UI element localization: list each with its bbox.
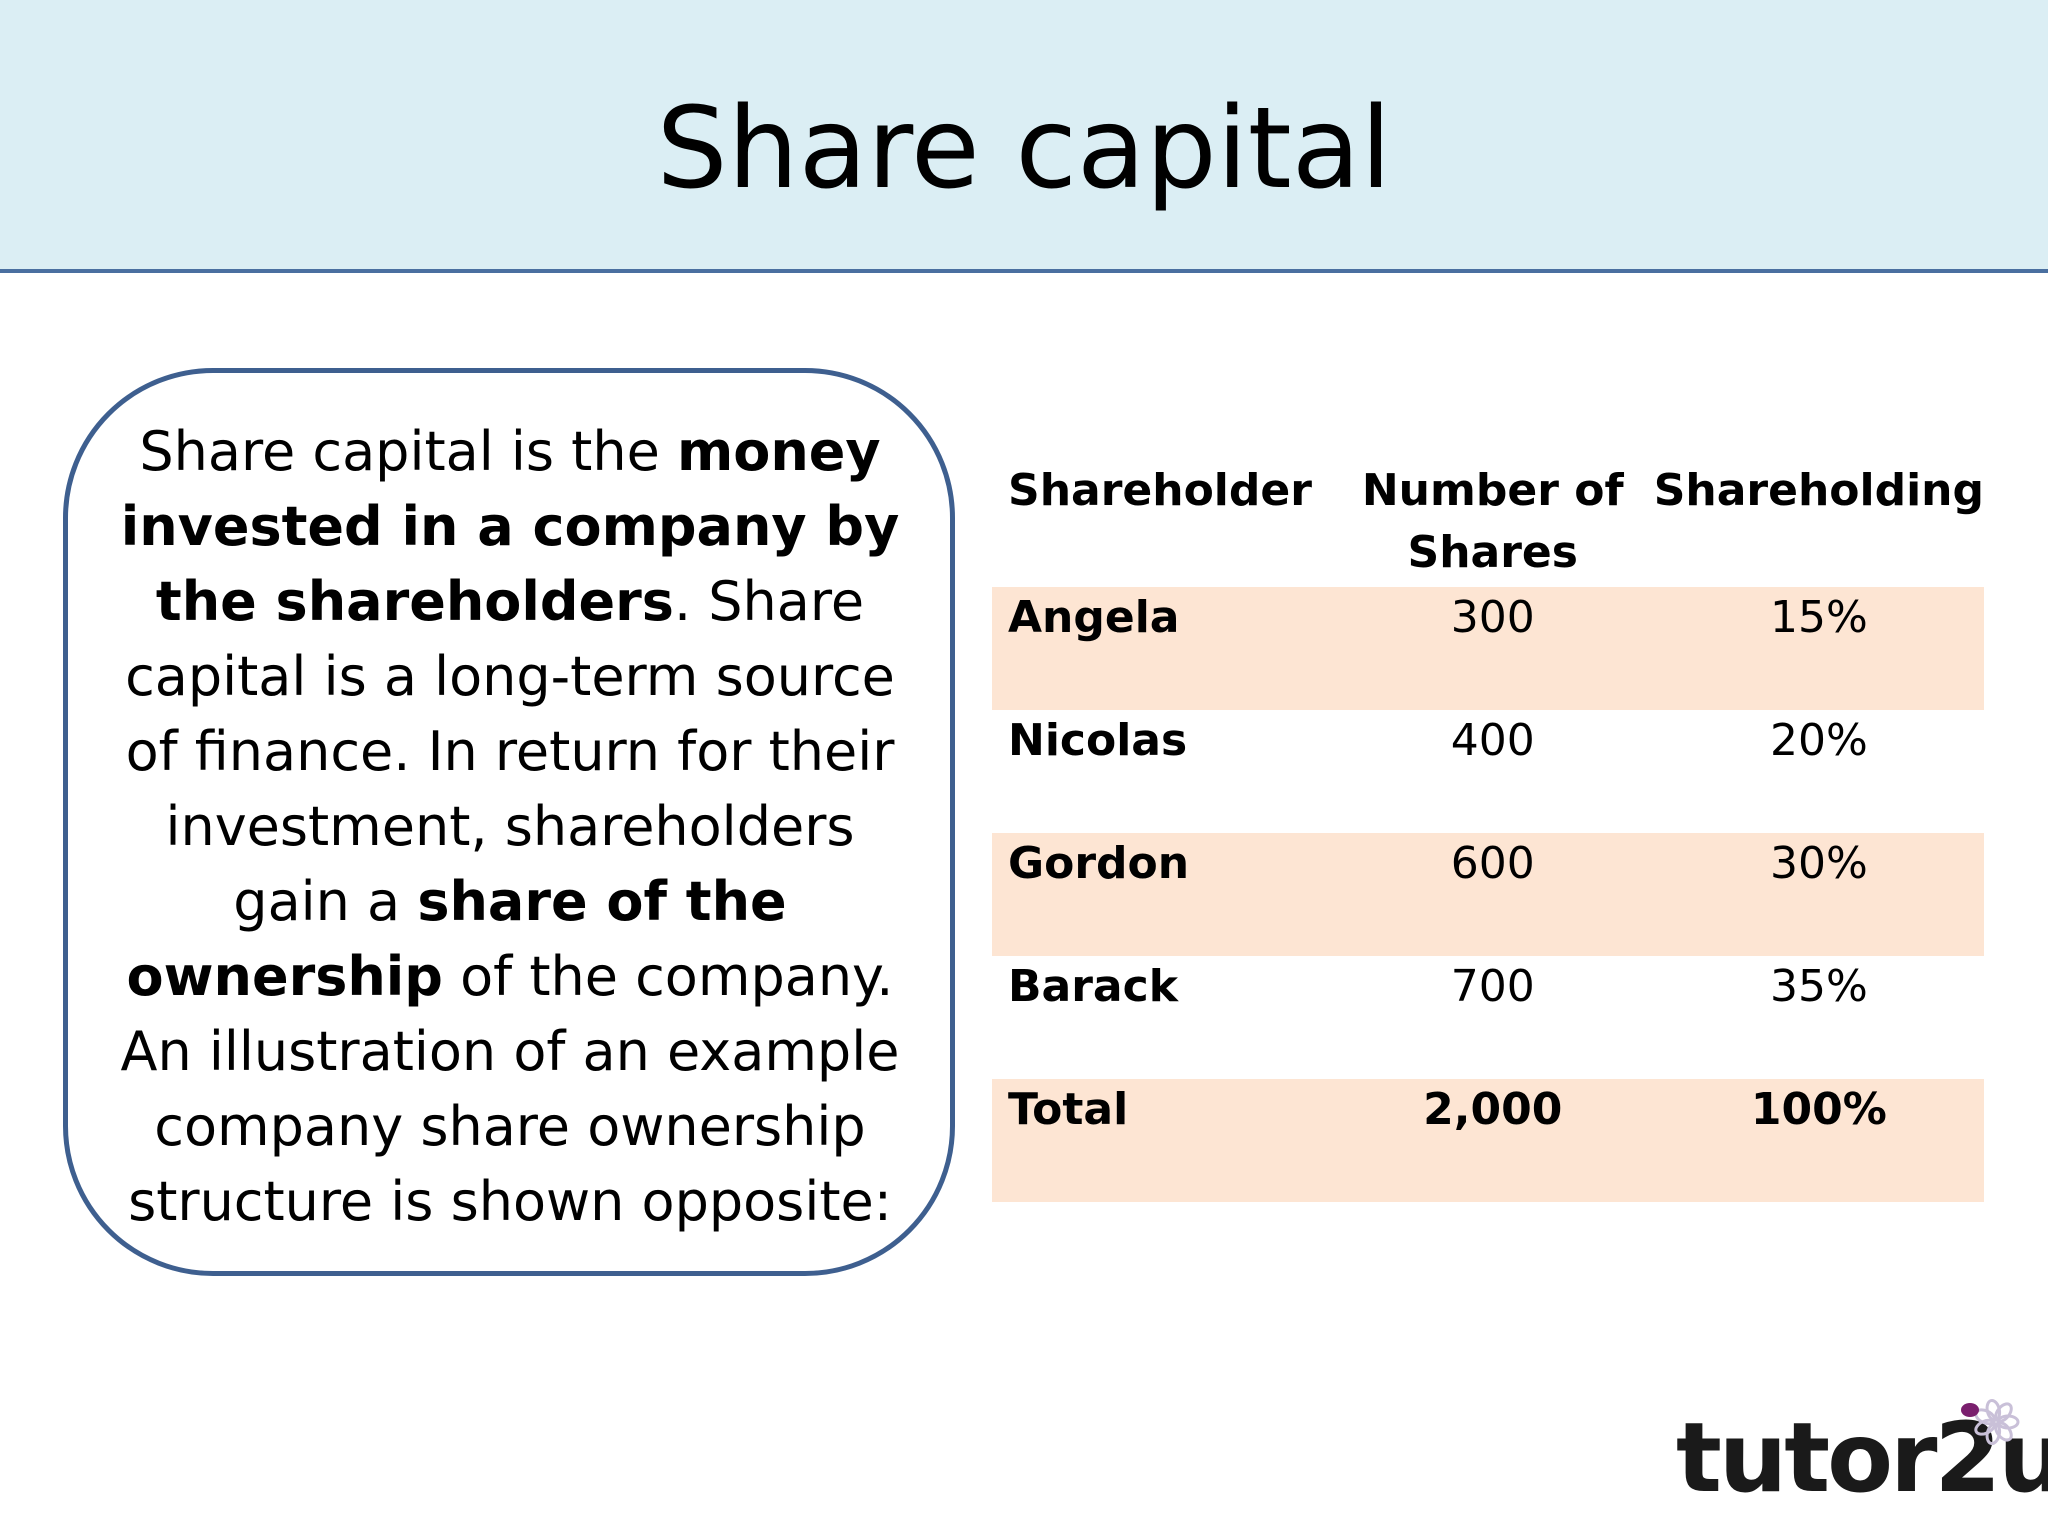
table-header-row: Shareholder Number of Shares Shareholdin… [992,460,1984,587]
table-row: Angela 300 15% [992,587,1984,710]
shareholder-name: Barack [1008,961,1178,1012]
shareholding-percent: 20% [1769,715,1868,766]
table-row: Barack 700 35% [992,956,1984,1079]
header-shareholder: Shareholder [1008,465,1312,516]
flower-logo-icon [1961,1398,2020,1446]
table-total-row: Total 2,000 100% [992,1079,1984,1202]
header-shareholding: Shareholding [1653,465,1984,516]
shareholding-percent: 30% [1653,833,1984,956]
definition-text: Share capital is the money invested in a… [110,414,910,1239]
shareholder-table: Shareholder Number of Shares Shareholdin… [992,460,1984,1202]
shareholding-percent: 35% [1769,961,1868,1012]
flower-accent-dot [1961,1403,1979,1417]
total-shares: 2,000 [1331,1079,1654,1202]
shareholder-name: Nicolas [1008,715,1188,766]
shareholder-name: Gordon [992,833,1332,956]
shares-count: 600 [1331,833,1654,956]
shares-count: 400 [1450,715,1535,766]
shareholding-percent: 15% [1653,587,1984,710]
table-row: Nicolas 400 20% [992,710,1984,833]
body-text: . Share capital is a long-term source of… [125,570,895,933]
total-label: Total [992,1079,1332,1202]
slide-header: Share capital [0,0,2048,273]
slide-title: Share capital [656,84,1392,214]
table-row: Gordon 600 30% [992,833,1984,956]
shares-count: 300 [1331,587,1654,710]
shareholder-name: Angela [992,587,1332,710]
flower-petal [1994,1402,2013,1423]
emphasis-text: money invested in a company by the share… [120,420,900,633]
body-text: An illustration of an example company sh… [120,1020,900,1233]
definition-callout [63,368,955,1276]
emphasis-text: share of the ownership [126,870,787,1008]
body-text: of the company. [442,945,894,1008]
body-text: Share capital is the [139,420,677,483]
shares-count: 700 [1450,961,1535,1012]
total-shareholding: 100% [1653,1079,1984,1202]
header-number-of-shares: Number of Shares [1361,465,1624,578]
